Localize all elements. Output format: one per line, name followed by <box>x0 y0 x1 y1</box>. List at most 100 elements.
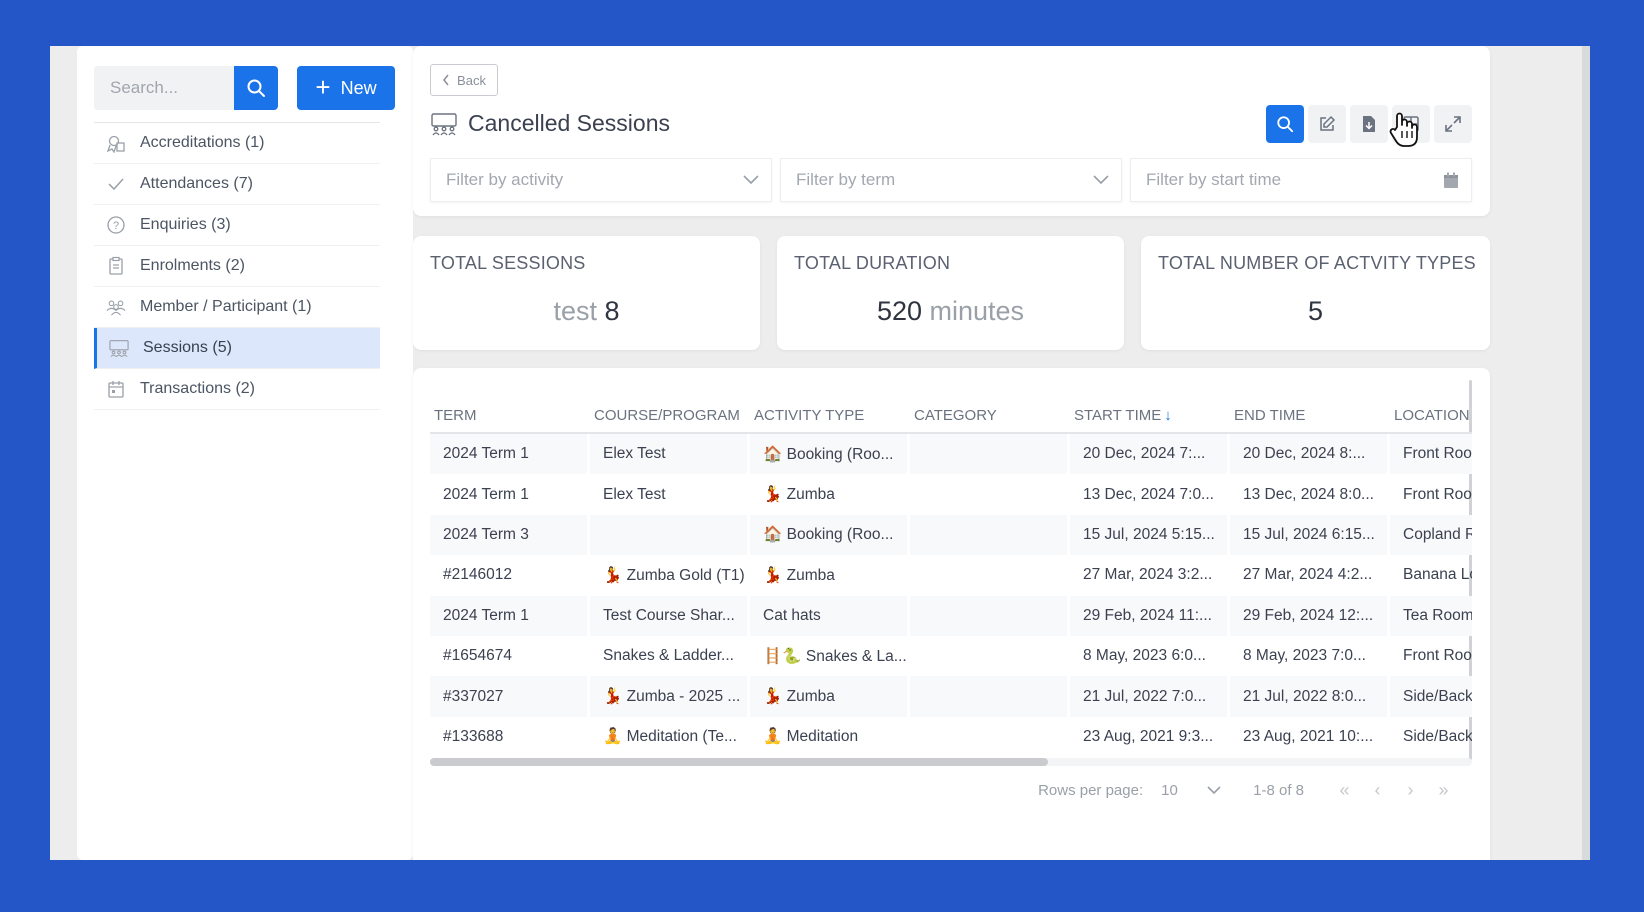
sidebar-item-enquiries[interactable]: ? Enquiries (3) <box>94 205 380 246</box>
filters-row: Filter by activity Filter by term Filter… <box>430 158 1472 202</box>
first-page-icon[interactable]: « <box>1339 780 1350 800</box>
sidebar-item-transactions[interactable]: Transactions (2) <box>94 369 380 410</box>
column-header-label: START TIME <box>1074 406 1162 424</box>
fullscreen-button[interactable] <box>1434 105 1472 143</box>
column-header-activity-type[interactable]: ACTIVITY TYPE <box>750 398 910 434</box>
sidebar-item-member-participant[interactable]: Member / Participant (1) <box>94 287 380 328</box>
table-cell: Front Room <box>1390 636 1472 676</box>
table-cell: #337027 <box>430 676 590 717</box>
table-row[interactable]: 2024 Term 3 🏠 Booking (Roo... 15 Jul, 2024… <box>430 514 1472 556</box>
stat-suffix: minutes <box>929 296 1025 326</box>
search-box <box>94 66 234 110</box>
horizontal-scroll-thumb[interactable] <box>430 758 1048 766</box>
term-filter[interactable]: Filter by term <box>780 158 1122 202</box>
sidebar-item-label: Enrolments (2) <box>140 257 245 274</box>
table-cell: 💃 Zumba <box>750 676 910 717</box>
search-icon <box>1277 116 1294 133</box>
table-horizontal-scrollbar[interactable] <box>430 758 1472 766</box>
page-range: 1-8 of 8 <box>1253 782 1304 799</box>
sort-descending-icon[interactable]: ↓ <box>1164 406 1172 424</box>
toolbar-search-button[interactable] <box>1266 105 1304 143</box>
stat-number: 5 <box>1307 296 1324 326</box>
stat-prefix: test <box>553 296 597 326</box>
table-cell: Banana Lounge <box>1390 555 1472 595</box>
table-cell: 29 Feb, 2024 11:... <box>1070 595 1230 636</box>
next-page-icon[interactable]: › <box>1407 780 1414 800</box>
table-row[interactable]: 2024 Term 1 Elex Test 🏠 Booking (Roo... 20 … <box>430 434 1472 475</box>
table-cell <box>910 595 1070 636</box>
sidebar-item-enrolments[interactable]: Enrolments (2) <box>94 246 380 287</box>
accreditation-icon <box>106 133 126 153</box>
term-filter-placeholder: Filter by term <box>796 170 896 189</box>
hand-cursor-icon <box>1389 112 1418 147</box>
column-header-label: COURSE/PROGRAM <box>594 406 740 424</box>
table-cell: 21 Jul, 2022 8:0... <box>1230 676 1390 717</box>
table-cell: 20 Dec, 2024 7:... <box>1070 434 1230 475</box>
stat-value: 5 <box>1141 296 1490 327</box>
stat-card-total-duration: TOTAL DURATION 520 minutes <box>777 236 1124 350</box>
table-cell: 15 Jul, 2024 6:15... <box>1230 514 1390 556</box>
sidebar: + New Accreditations (1) Attendances (7)?… <box>77 46 413 860</box>
table-cell: 27 Mar, 2024 4:2... <box>1230 555 1390 596</box>
column-header-location[interactable]: LOCATION <box>1390 398 1472 434</box>
table-cell: 15 Jul, 2024 5:15... <box>1070 514 1230 556</box>
table-row[interactable]: 2024 Term 1 Test Course Shar... Cat hats 29… <box>430 595 1472 636</box>
table-cell: 💃 Zumba Gold (T1) <box>590 555 750 596</box>
table-cell: 20 Dec, 2024 8:... <box>1230 434 1390 475</box>
search-button[interactable] <box>234 66 278 110</box>
column-header-course-program[interactable]: COURSE/PROGRAM <box>590 398 750 434</box>
new-button-label: New <box>340 77 377 98</box>
sidebar-item-attendances[interactable]: Attendances (7) <box>94 164 380 205</box>
file-download-icon <box>1363 116 1375 132</box>
question-icon: ? <box>106 215 126 235</box>
app-frame: + New Accreditations (1) Attendances (7)?… <box>50 46 1590 860</box>
sidebar-item-sessions[interactable]: Sessions (5) <box>94 328 380 369</box>
column-header-category[interactable]: CATEGORY <box>910 398 1070 434</box>
table-vertical-scrollbar[interactable] <box>1469 380 1472 760</box>
stat-card-total-sessions: TOTAL SESSIONS test 8 <box>413 236 760 350</box>
table-cell: #1654674 <box>430 635 590 677</box>
table-cell: 27 Mar, 2024 3:2... <box>1070 555 1230 596</box>
sessions-table-card: TERM COURSE/PROGRAM ACTIVITY TYPE CATEGORY S… <box>413 368 1490 860</box>
table-cell: Side/Back <box>1390 676 1472 717</box>
window-scrollbar[interactable] <box>1582 46 1590 860</box>
search-input[interactable] <box>94 66 234 110</box>
table-cell: Tea Room <box>1390 595 1472 636</box>
table-cell: Elex Test <box>590 474 750 515</box>
export-button[interactable] <box>1350 105 1388 143</box>
sidebar-item-label: Enquiries (3) <box>140 216 231 233</box>
table-row[interactable]: #133688 🧘 Meditation (Te... 🧘 Meditation 23… <box>430 716 1472 758</box>
table-row[interactable]: 2024 Term 1 Elex Test 💃 Zumba 13 Dec, 2024 … <box>430 474 1472 515</box>
svg-text:?: ? <box>113 220 119 232</box>
column-header-start-time[interactable]: START TIME ↓ <box>1070 398 1230 434</box>
table-row[interactable]: #1654674 Snakes & Ladder... 🪜🐍 Snakes & La… <box>430 635 1472 677</box>
start-time-filter[interactable]: Filter by start time <box>1130 158 1472 202</box>
column-header-end-time[interactable]: END TIME <box>1230 398 1390 434</box>
table-row[interactable]: #337027 💃 Zumba - 2025 ... 💃 Zumba 21 Jul, … <box>430 676 1472 717</box>
table-cell <box>910 514 1070 556</box>
table-row[interactable]: #2146012 💃 Zumba Gold (T1) 💃 Zumba 27 Mar, … <box>430 555 1472 596</box>
activity-filter[interactable]: Filter by activity <box>430 158 772 202</box>
table-cell <box>590 514 750 556</box>
pagination: Rows per page: 10 1-8 of 8 « ‹ › » <box>1038 780 1460 801</box>
chevron-down-icon <box>1093 175 1109 185</box>
last-page-icon[interactable]: » <box>1438 780 1449 800</box>
sidebar-item-label: Transactions (2) <box>140 380 255 397</box>
column-header-label: CATEGORY <box>914 406 997 424</box>
sidebar-item-label: Member / Participant (1) <box>140 298 312 315</box>
activity-filter-placeholder: Filter by activity <box>446 170 564 189</box>
people-icon <box>106 297 126 317</box>
rows-per-page-select[interactable]: 10 <box>1161 782 1178 799</box>
table-cell: Test Course Shar... <box>590 595 750 636</box>
table-cell: 💃 Zumba <box>750 555 910 596</box>
column-header-term[interactable]: TERM <box>430 398 590 434</box>
edit-button[interactable] <box>1308 105 1346 143</box>
sidebar-item-accreditations[interactable]: Accreditations (1) <box>94 123 380 164</box>
prev-page-icon[interactable]: ‹ <box>1374 780 1381 800</box>
table-cell: 21 Jul, 2022 7:0... <box>1070 676 1230 717</box>
chevron-down-icon[interactable] <box>1207 786 1221 795</box>
sessions-table: TERM COURSE/PROGRAM ACTIVITY TYPE CATEGORY S… <box>430 398 1472 758</box>
new-button[interactable]: + New <box>297 66 395 110</box>
back-button[interactable]: Back <box>430 64 498 96</box>
expand-icon <box>1445 116 1461 132</box>
